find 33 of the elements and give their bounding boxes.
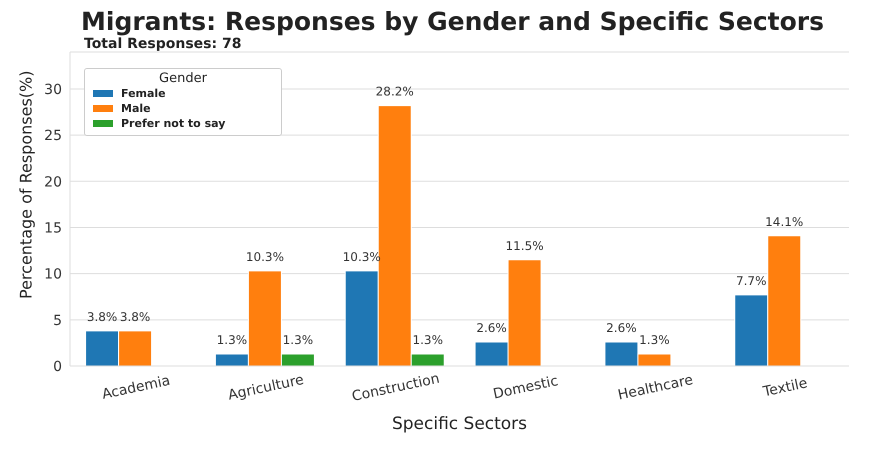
y-tick-label: 30	[44, 82, 62, 98]
x-tick-label: Agriculture	[226, 372, 306, 404]
y-tick-label: 10	[44, 266, 62, 283]
data-label: 3.8%	[86, 310, 118, 324]
data-label: 7.7%	[736, 274, 766, 288]
y-tick-label: 25	[44, 128, 62, 144]
data-label: 14.1%	[765, 214, 804, 229]
data-label: 2.6%	[606, 320, 637, 335]
x-tick-label: Textile	[760, 375, 809, 400]
chart-title: Migrants: Responses by Gender and Specific Sectors	[80, 7, 825, 36]
data-label: 1.3%	[412, 332, 443, 347]
y-tick-label: 0	[53, 358, 62, 375]
y-tick-label: 15	[44, 220, 62, 236]
y-tick-label: 20	[44, 174, 62, 190]
y-tick-label: 5	[53, 312, 62, 329]
y-axis-title: Percentage of Responses(%)	[16, 70, 36, 299]
data-label: 10.3%	[246, 250, 284, 264]
data-label: 1.3%	[639, 332, 670, 347]
x-axis-title: Specific Sectors	[392, 414, 528, 434]
legend-title: Gender	[158, 71, 208, 86]
legend-label: Male	[120, 101, 152, 116]
x-tick-label: Domestic	[492, 373, 560, 402]
data-label: 3.8%	[120, 310, 150, 324]
x-tick-label: Academia	[100, 372, 172, 403]
legend-label: Female	[120, 86, 167, 101]
data-label: 11.5%	[506, 238, 544, 253]
data-label: 28.2%	[376, 84, 414, 99]
chart-subtitle: Total Responses: 78	[84, 36, 242, 52]
x-tick-label: Healthcare	[616, 372, 694, 404]
data-label: 1.3%	[282, 332, 314, 347]
data-label: 2.6%	[476, 320, 507, 335]
legend-label: Prefer not to say	[120, 116, 226, 131]
data-label: 1.3%	[216, 332, 248, 347]
